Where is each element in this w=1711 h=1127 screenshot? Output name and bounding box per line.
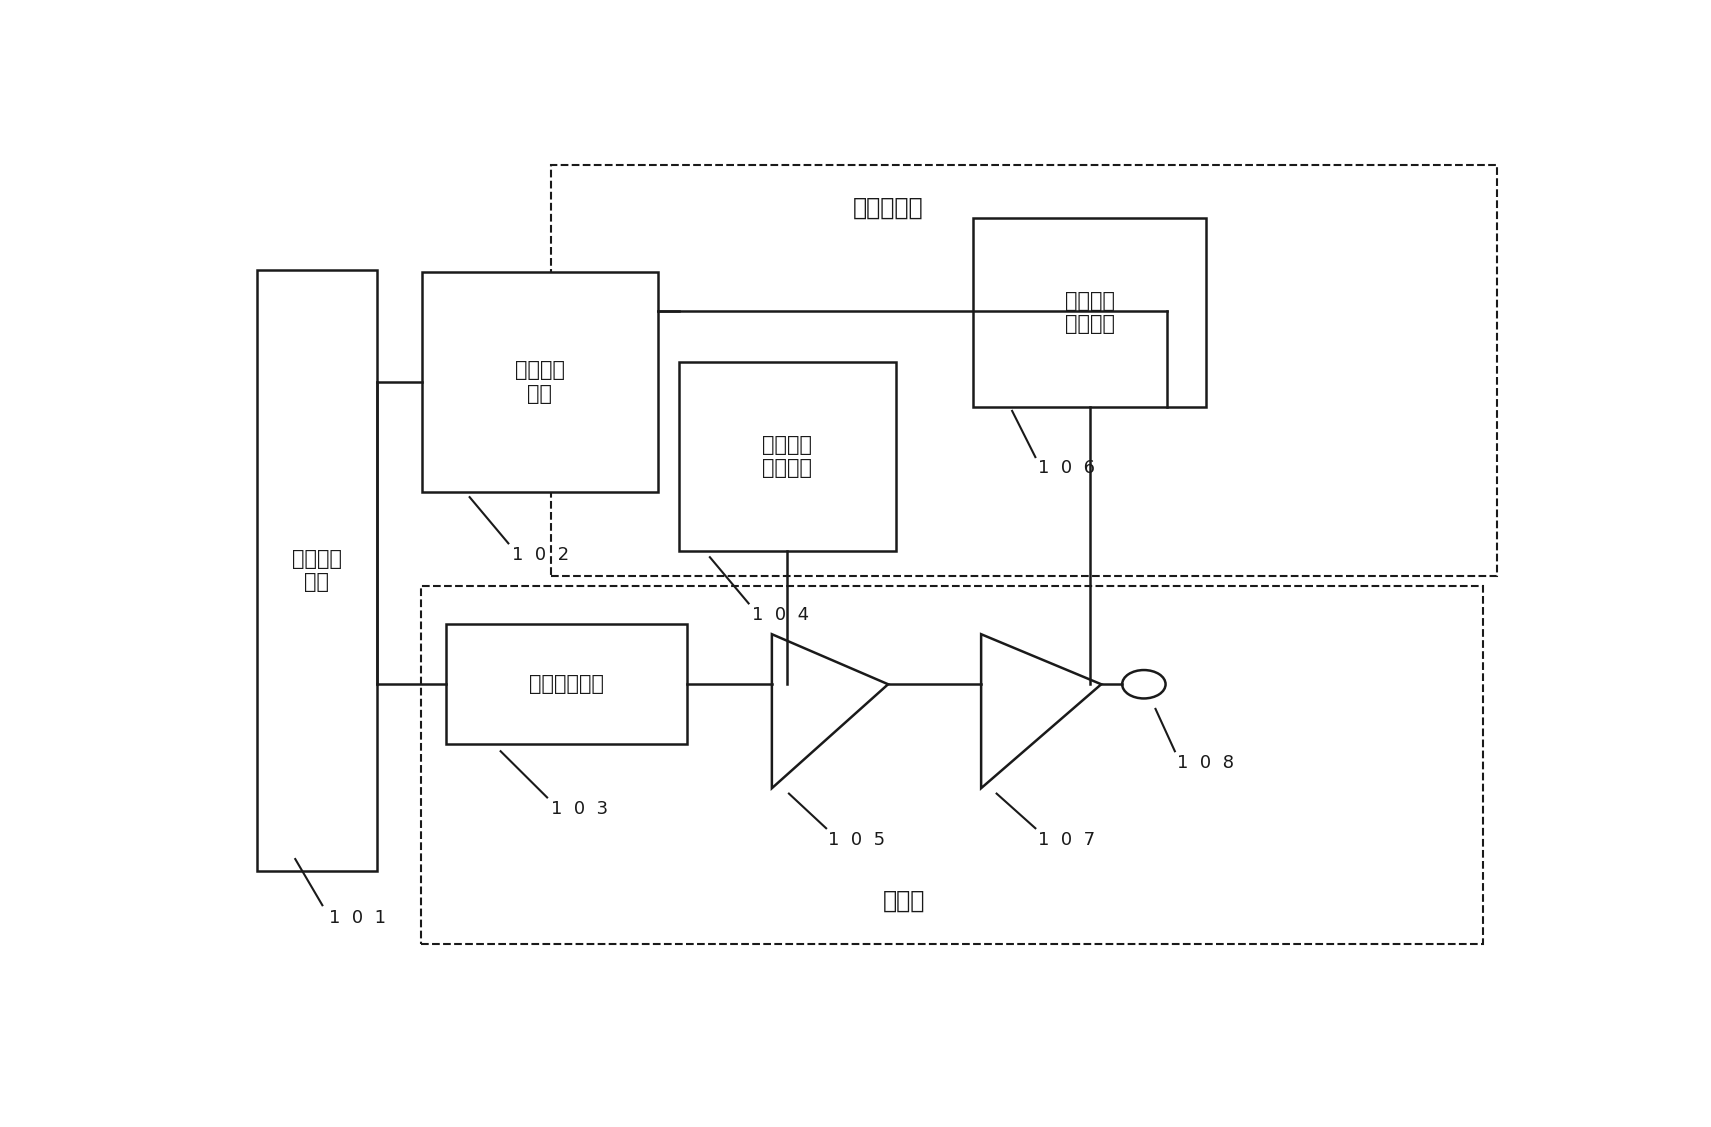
Bar [421,586,1482,943]
Text: 1  0  3: 1 0 3 [551,800,607,818]
Text: 角度调制部件: 角度调制部件 [529,674,604,694]
Text: 1  0  7: 1 0 7 [1037,831,1095,849]
Text: 高频电压
控制部件: 高频电压 控制部件 [763,435,813,478]
Text: 1  0  5: 1 0 5 [828,831,886,849]
Bar [679,363,897,551]
Text: 1  0  6: 1 0 6 [1037,460,1095,478]
Bar [257,270,376,870]
Text: 电压控制部: 电压控制部 [852,195,924,220]
Text: 1  0  1: 1 0 1 [329,909,385,928]
Bar [551,165,1497,576]
Bar [421,273,659,491]
Text: 低频电压
控制部件: 低频电压 控制部件 [1064,291,1114,335]
Text: 调制部: 调制部 [883,889,926,913]
Bar [447,624,686,744]
Text: 频率辨别
部件: 频率辨别 部件 [515,361,565,403]
Bar [974,219,1206,407]
Text: 数据传输
部件: 数据传输 部件 [291,549,342,592]
Text: 1  0  4: 1 0 4 [753,605,809,623]
Text: 1  0  8: 1 0 8 [1177,754,1234,772]
Text: 1  0  2: 1 0 2 [512,545,570,564]
